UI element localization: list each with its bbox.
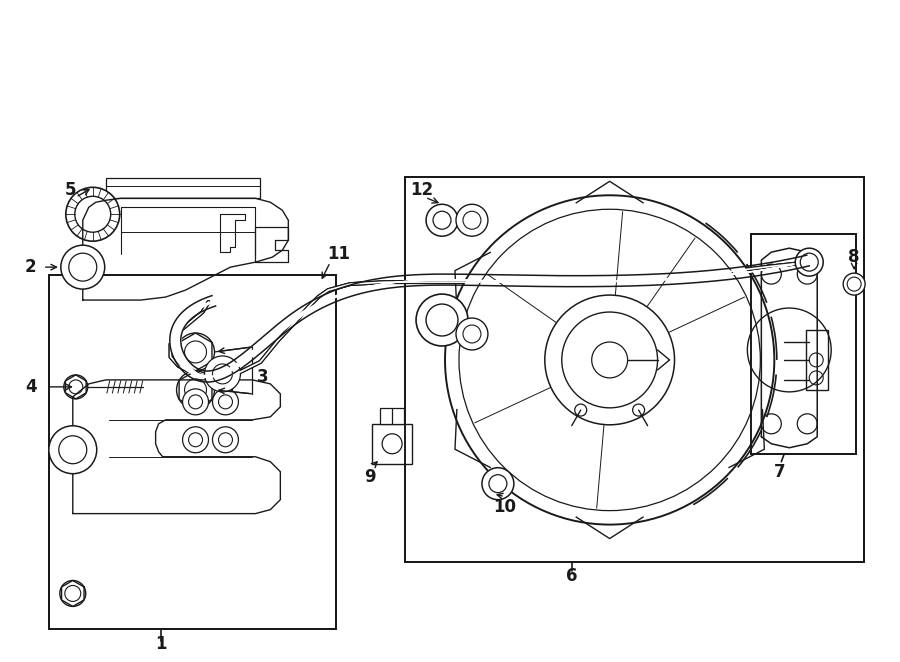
Text: 8: 8 [849,248,859,266]
Text: 7: 7 [773,463,785,481]
Bar [806,330,828,390]
Circle shape [456,205,488,236]
Circle shape [456,318,488,350]
Bar [380,408,404,424]
Circle shape [183,427,209,453]
Circle shape [176,371,214,409]
Text: 5: 5 [65,181,76,199]
Circle shape [575,404,587,416]
Text: 10: 10 [493,498,517,516]
Circle shape [204,356,240,392]
Text: 11: 11 [327,245,350,263]
Circle shape [445,195,774,524]
Circle shape [66,187,120,241]
Circle shape [426,205,458,236]
Bar [212,369,232,399]
Circle shape [843,273,865,295]
Bar [405,177,864,561]
Circle shape [796,248,824,276]
Circle shape [64,375,88,399]
Bar [405,177,864,561]
Bar [49,275,337,630]
Circle shape [61,245,104,289]
Circle shape [183,389,209,415]
Text: 12: 12 [410,181,434,199]
Circle shape [633,404,644,416]
Bar [373,424,412,463]
Text: 1: 1 [155,636,166,653]
Circle shape [212,427,238,453]
Circle shape [544,295,674,425]
Circle shape [416,294,468,346]
Text: 2: 2 [25,258,37,276]
Bar [49,275,337,630]
Circle shape [482,468,514,500]
Bar [752,234,856,453]
Bar [105,178,260,199]
Circle shape [212,389,238,415]
Circle shape [59,581,86,606]
Circle shape [176,333,214,371]
Circle shape [49,426,96,474]
Text: 3: 3 [256,368,268,386]
Text: 6: 6 [566,567,578,585]
Bar [752,234,856,453]
Text: 9: 9 [364,467,376,486]
Text: 4: 4 [25,378,37,396]
